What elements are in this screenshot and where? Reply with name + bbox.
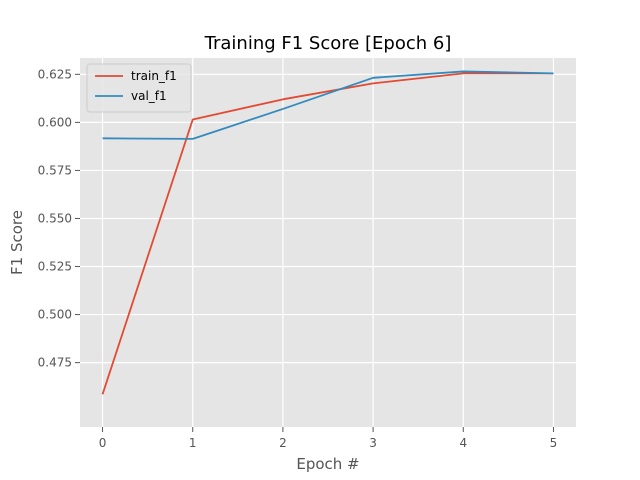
x-tick-label: 5 xyxy=(550,436,558,450)
y-tick-label: 0.500 xyxy=(38,308,72,322)
chart-title: Training F1 Score [Epoch 6] xyxy=(204,33,452,54)
grid-lines xyxy=(80,58,576,427)
y-tick-label: 0.625 xyxy=(38,67,72,81)
y-axis-label: F1 Score xyxy=(8,210,26,275)
plot-area xyxy=(80,58,576,427)
y-tick-label: 0.475 xyxy=(38,356,72,370)
y-tick-label: 0.550 xyxy=(38,211,72,225)
x-tick-label: 1 xyxy=(189,436,197,450)
legend: train_f1 val_f1 xyxy=(86,63,192,113)
x-axis-ticks: 0 1 2 3 4 5 xyxy=(99,427,558,450)
x-axis-label: Epoch # xyxy=(296,455,359,473)
y-tick-label: 0.575 xyxy=(38,163,72,177)
y-axis-ticks: 0.475 0.500 0.525 0.550 0.575 0.600 0.625 xyxy=(38,67,80,370)
x-tick-label: 4 xyxy=(459,436,467,450)
legend-label-val_f1: val_f1 xyxy=(131,89,167,103)
series-layer xyxy=(101,70,554,395)
x-tick-label: 3 xyxy=(369,436,377,450)
series-line-train_f1 xyxy=(101,72,554,395)
y-tick-label: 0.525 xyxy=(38,260,72,274)
series-line-val_f1 xyxy=(102,70,554,140)
x-tick-label: 2 xyxy=(279,436,287,450)
legend-label-train_f1: train_f1 xyxy=(131,69,177,83)
y-tick-label: 0.600 xyxy=(38,115,72,129)
x-tick-label: 0 xyxy=(99,436,107,450)
